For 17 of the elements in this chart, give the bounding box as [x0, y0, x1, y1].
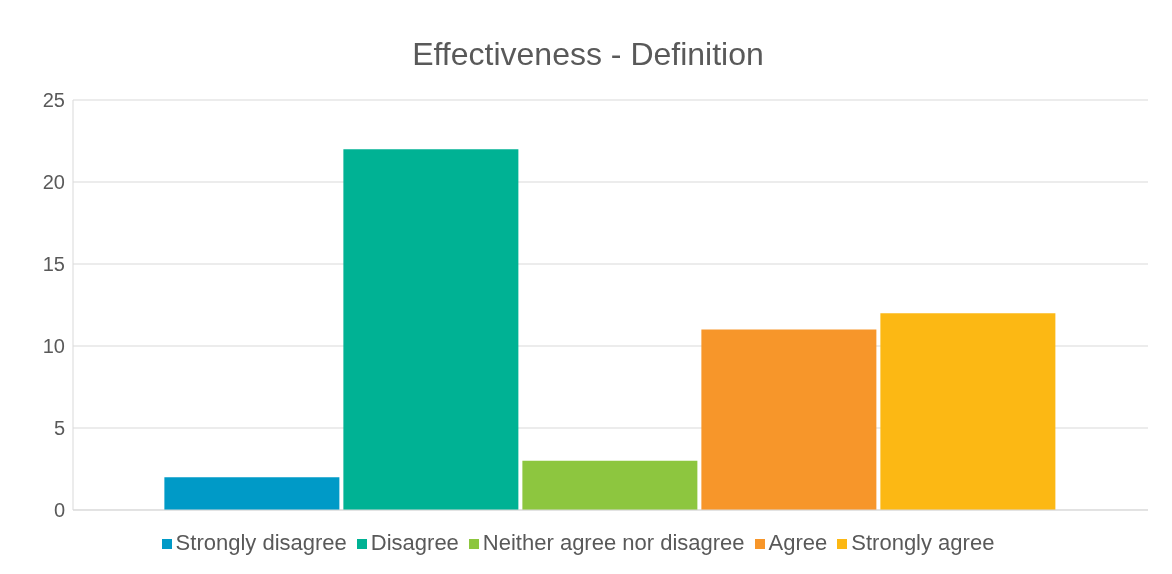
bar [343, 149, 519, 510]
y-tick-label: 10 [42, 335, 65, 358]
bar [522, 460, 698, 510]
legend-label: Disagree [370, 530, 459, 555]
chart-title: Effectiveness - Definition [411, 35, 765, 74]
bar [880, 313, 1056, 510]
legend-label: Strongly disagree [175, 530, 347, 555]
y-tick-label: 15 [42, 253, 65, 276]
legend-label: Strongly agree [851, 530, 995, 555]
bar [164, 477, 340, 510]
y-tick-label: 25 [42, 89, 65, 112]
y-tick-label: 0 [53, 499, 65, 522]
bar [701, 329, 877, 510]
y-tick-label: 5 [53, 417, 65, 440]
legend-label: Neither agree nor disagree [482, 530, 745, 555]
y-tick-label: 20 [42, 171, 65, 194]
legend-label: Agree [768, 530, 828, 555]
